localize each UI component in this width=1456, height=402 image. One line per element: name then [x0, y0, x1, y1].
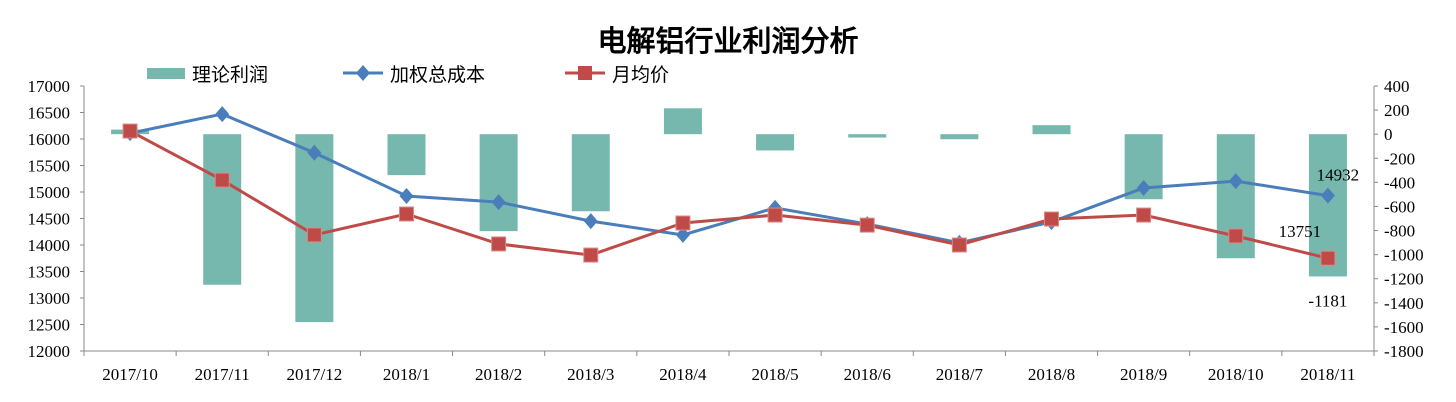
point-monthly-price [1044, 211, 1059, 227]
point-monthly-price [583, 247, 599, 263]
bar-profit [940, 134, 979, 140]
point-weighted-cost [307, 144, 322, 161]
left-tick-label: 15000 [28, 183, 71, 202]
point-monthly-price [1320, 250, 1336, 266]
left-tick-label: 12000 [28, 342, 71, 361]
label-weighted-cost: 14932 [1317, 166, 1360, 185]
x-tick-label: 2018/9 [1120, 365, 1167, 384]
bar-profit [663, 108, 702, 135]
x-tick-label: 2018/4 [659, 365, 707, 384]
point-monthly-price [306, 227, 322, 243]
x-tick-label: 2018/8 [1028, 365, 1075, 384]
left-tick-label: 16500 [28, 104, 71, 123]
point-weighted-cost [215, 106, 230, 123]
right-tick-label: -1000 [1384, 246, 1424, 265]
point-weighted-cost [1228, 173, 1243, 190]
right-tick-label: -600 [1384, 197, 1415, 216]
legend-label-weighted-cost: 加权总成本 [390, 64, 485, 86]
point-weighted-cost [583, 213, 598, 230]
x-tick-label: 2018/2 [475, 365, 522, 384]
right-tick-label: -1600 [1384, 318, 1424, 337]
right-tick-label: -1200 [1384, 270, 1424, 289]
label-monthly-price: 13751 [1279, 222, 1322, 241]
bar-profit [1032, 125, 1071, 135]
right-tick-label: -400 [1384, 173, 1415, 192]
point-weighted-cost [399, 187, 414, 204]
bar-profit [203, 134, 242, 285]
line-weighted-cost [129, 112, 1329, 245]
left-tick-label: 14500 [28, 210, 71, 229]
bar-profit [756, 134, 795, 151]
point-monthly-price [1136, 207, 1152, 223]
x-tick-label: 2018/1 [383, 365, 430, 384]
label-profit: -1181 [1308, 291, 1347, 310]
lines [122, 106, 1336, 266]
left-tick-label: 17000 [28, 77, 71, 96]
x-tick-label: 2017/12 [286, 365, 342, 384]
point-monthly-price [1228, 228, 1244, 244]
point-weighted-cost [1136, 180, 1151, 197]
bar-profit [848, 134, 887, 138]
data-labels: 14932 13751 -1181 [1279, 166, 1360, 311]
point-weighted-cost [1320, 187, 1335, 204]
chart-title: 电解铝行业利润分析 [597, 24, 858, 58]
x-tick-label: 2018/6 [844, 365, 891, 384]
point-monthly-price [675, 215, 691, 231]
point-monthly-price [491, 236, 507, 252]
point-monthly-price [122, 123, 138, 139]
point-monthly-price [859, 217, 875, 233]
right-tick-label: 200 [1384, 101, 1410, 120]
right-tick-label: 0 [1384, 125, 1393, 144]
left-tick-label: 13000 [28, 289, 71, 308]
line-monthly-price [129, 129, 1329, 260]
point-monthly-price [214, 172, 230, 188]
axes: 12000 12500 13000 13500 14000 14500 15000 15500… [28, 77, 1424, 384]
point-monthly-price [951, 237, 967, 253]
left-tick-label: 13500 [28, 263, 71, 282]
point-monthly-price [767, 207, 783, 223]
right-tick-label: 400 [1384, 77, 1410, 96]
legend: 理论利润 加权总成本 月均价 [147, 64, 669, 86]
x-tick-label: 2018/3 [567, 365, 614, 384]
legend-label-profit: 理论利润 [192, 64, 268, 86]
legend-marker-weighted-cost [356, 65, 370, 81]
point-weighted-cost [675, 226, 690, 243]
right-tick-label: -1400 [1384, 294, 1424, 313]
right-tick-label: -200 [1384, 149, 1415, 168]
left-tick-label: 12500 [28, 316, 71, 335]
bar-profit [479, 134, 518, 232]
x-tick-label: 2017/11 [195, 365, 250, 384]
point-monthly-price [399, 206, 414, 222]
x-tick-label: 2018/11 [1300, 365, 1355, 384]
bar-profit [387, 134, 426, 176]
x-tick-label: 2018/10 [1208, 365, 1264, 384]
point-weighted-cost [491, 194, 506, 211]
x-tick-label: 2018/7 [936, 365, 984, 384]
x-tick-label: 2017/10 [102, 365, 158, 384]
left-tick-label: 14000 [28, 236, 71, 255]
bar-profit [571, 134, 610, 212]
x-tick-label: 2018/5 [751, 365, 798, 384]
legend-label-monthly-price: 月均价 [612, 64, 669, 86]
right-tick-label: -800 [1384, 222, 1415, 241]
legend-swatch-profit [147, 68, 185, 79]
left-tick-label: 15500 [28, 157, 71, 176]
right-tick-label: -1800 [1384, 342, 1424, 361]
left-tick-label: 16000 [28, 130, 71, 149]
bars [111, 108, 1347, 323]
legend-marker-monthly-price [578, 66, 592, 80]
